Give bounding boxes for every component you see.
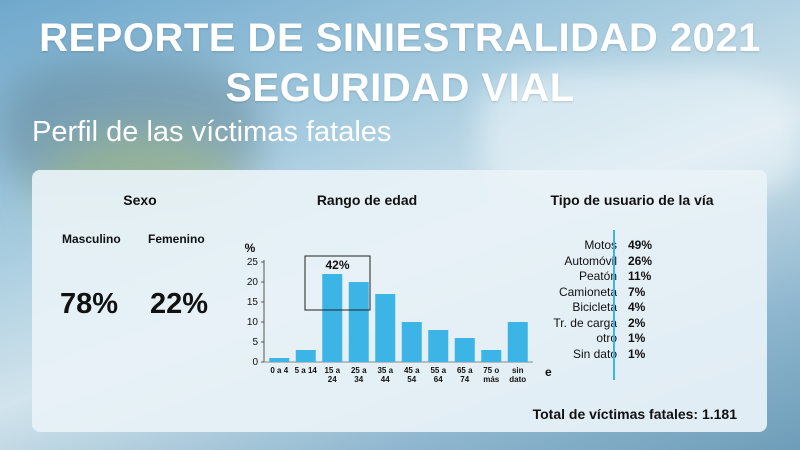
male-label: Masculino [62, 232, 121, 246]
user-type-row: otro 1% [522, 331, 692, 347]
user-type-value: 26% [628, 253, 653, 268]
x-tick-label: 55 a [430, 366, 446, 375]
user-type-label: Sin dato [572, 346, 617, 361]
x-tick-label: 44 [381, 375, 390, 384]
user-type-value: 49% [628, 238, 653, 252]
bar [507, 322, 528, 362]
user-type-row: Motos 49% [522, 238, 692, 254]
total-victims: Total de víctimas fatales: 1.181 [532, 406, 737, 422]
x-tick-label: 45 a [404, 366, 420, 375]
female-value: 22% [150, 288, 209, 320]
report-title: REPORTE DE SINIESTRALIDAD 2021 [39, 16, 761, 60]
user-type-row: Peatón 11% [522, 269, 692, 285]
user-type-label: Motos [584, 238, 617, 252]
bar [375, 294, 396, 362]
x-tick-label: dato [509, 375, 526, 384]
user-type-title: Tipo de usuario de la vía [550, 192, 714, 208]
annotation-box [304, 255, 371, 311]
bar [322, 274, 343, 362]
report-subtitle: SEGURIDAD VIAL [225, 66, 575, 110]
user-type-label: Automóvil [564, 253, 617, 268]
y-tick-label: 0 [252, 357, 258, 368]
x-tick-label: 15 a [324, 366, 340, 375]
x-tick-label: 65 a [457, 366, 473, 375]
user-type-row: Bicicleta 4% [522, 300, 692, 316]
user-type-row: Tr. de carga 2% [522, 316, 692, 332]
age-chart-title: Rango de edad [316, 192, 418, 208]
x-tick-label: 25 a [351, 366, 367, 375]
female-label: Femenino [148, 232, 205, 246]
user-type-label: Bicicleta [572, 300, 617, 314]
user-type-label: Camioneta [558, 284, 617, 299]
user-type-row: Sin dato 1% [522, 347, 692, 363]
x-tick-label: más [483, 375, 500, 384]
user-type-value: 2% [628, 315, 646, 330]
y-axis-label: % [245, 241, 256, 255]
user-type-label: Peatón [578, 269, 617, 283]
y-tick-label: 10 [247, 317, 259, 328]
x-tick-label: 5 a 14 [295, 366, 318, 375]
bar [481, 350, 502, 362]
bar [348, 282, 369, 362]
bar [401, 322, 422, 362]
bar [295, 350, 316, 362]
y-tick-label: 15 [247, 297, 259, 308]
annotation-label: 42% [325, 258, 349, 272]
x-tick-label: sin [512, 366, 524, 375]
x-tick-label: 54 [407, 375, 416, 384]
x-axis-label: edad [545, 365, 552, 379]
x-tick-label: 34 [354, 375, 363, 384]
user-type-label: Tr. de carga [553, 315, 617, 330]
user-type-divider [613, 230, 615, 380]
x-tick-label: 0 a 4 [270, 366, 288, 375]
y-tick-label: 20 [247, 277, 259, 288]
section-title: Perfil de las víctimas fatales [32, 116, 392, 148]
user-type-value: 11% [628, 269, 652, 283]
bar [428, 330, 449, 362]
y-tick-label: 5 [252, 337, 258, 348]
x-tick-label: 74 [460, 375, 469, 384]
stats-panel: Sexo Masculino Femenino 78% 22% Rango de… [32, 170, 767, 432]
user-type-row: Camioneta 7% [522, 285, 692, 301]
x-tick-label: 75 o [483, 366, 499, 375]
male-value: 78% [60, 288, 119, 320]
user-type-label: otro [596, 331, 617, 345]
user-type-value: 4% [628, 300, 646, 314]
user-type-value: 1% [628, 346, 646, 361]
x-tick-label: 64 [434, 375, 443, 384]
x-tick-label: 24 [328, 375, 337, 384]
bar [454, 338, 475, 362]
user-type-value: 1% [628, 331, 646, 345]
user-type-value: 7% [628, 284, 646, 299]
user-type-row: Automóvil 26% [522, 254, 692, 270]
user-type-list: Motos 49% Automóvil 26% Peatón 11% Camioneta 7%… [522, 238, 692, 362]
sex-title: Sexo [123, 192, 157, 208]
y-tick-label: 25 [247, 257, 259, 268]
x-tick-label: 35 a [377, 366, 393, 375]
bar [269, 358, 290, 362]
age-bar-chart: % 0 5 10 15 20 25 0 a 4 5 a 14 15 a24 25 a34 35 a44… [245, 241, 552, 384]
